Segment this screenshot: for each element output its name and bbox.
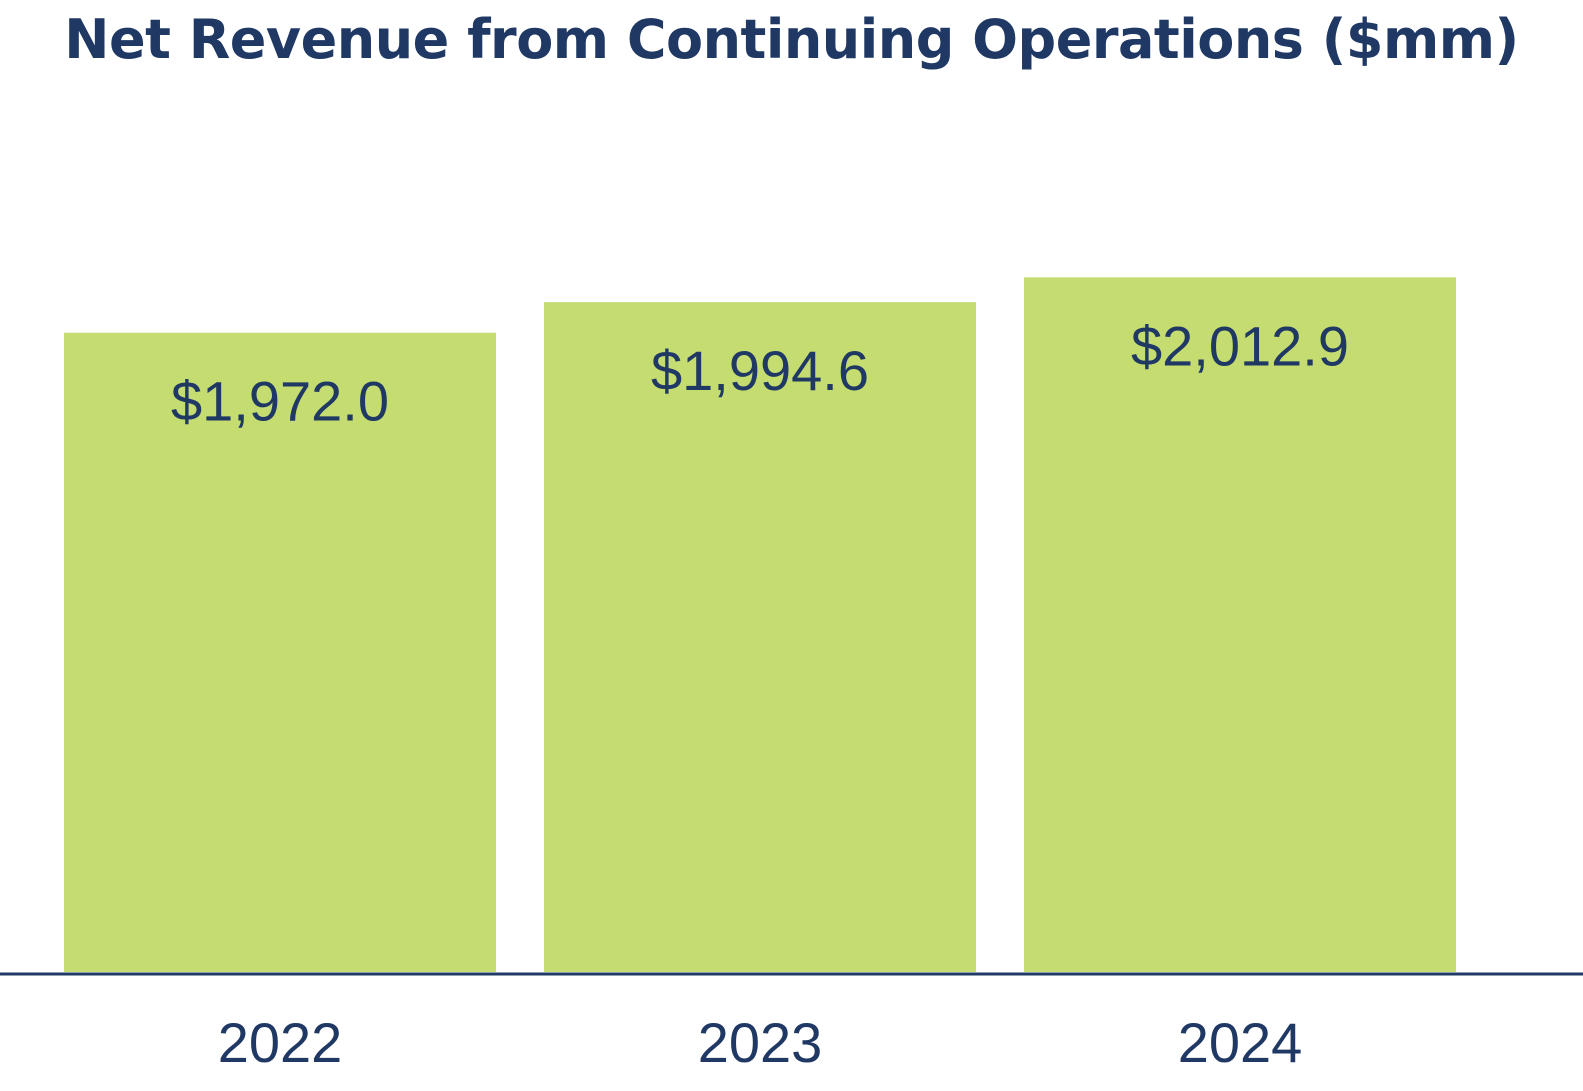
- bar-2024: [1024, 277, 1456, 972]
- x-tick-label-2023: 2023: [698, 1011, 823, 1074]
- data-label-2022: $1,972.0: [171, 370, 389, 433]
- x-axis-tick-labels: 2022 2023 2024: [218, 1011, 1303, 1074]
- bars-layer: [64, 277, 1456, 972]
- bar-2022: [64, 332, 496, 972]
- bar-2023: [544, 302, 976, 972]
- chart-title: Net Revenue from Continuing Operations (…: [64, 8, 1519, 71]
- data-label-2024: $2,012.9: [1131, 314, 1349, 377]
- x-tick-label-2024: 2024: [1178, 1011, 1303, 1074]
- data-labels-layer: $1,972.0 $1,994.6 $2,012.9: [171, 314, 1349, 432]
- x-tick-label-2022: 2022: [218, 1011, 343, 1074]
- data-label-2023: $1,994.6: [651, 339, 869, 402]
